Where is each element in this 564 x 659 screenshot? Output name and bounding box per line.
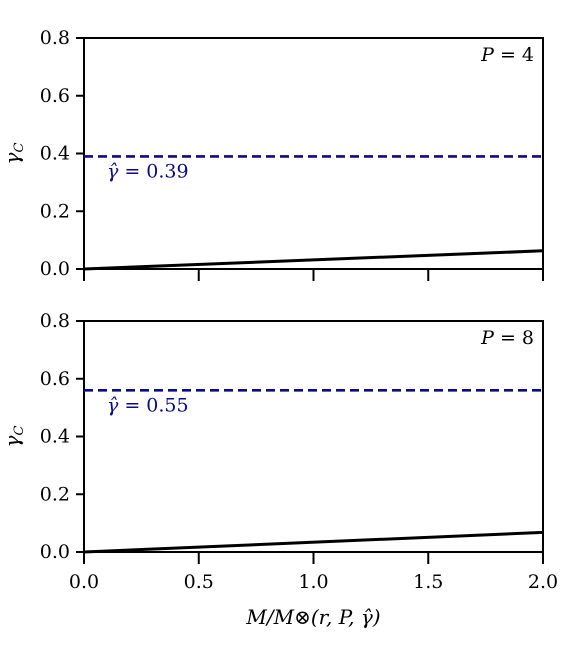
bottom-panel: 0.0 0.2 0.4 0.6 0.8 0.0 0.5 1.0 1.5 2.0 γ̂ = 0.55 P… xyxy=(0,310,558,629)
y-tick-label: 0.0 xyxy=(40,258,70,280)
y-tick-label: 0.2 xyxy=(40,200,70,222)
y-tick-label: 0.6 xyxy=(40,368,70,390)
y-tick-label: 0.4 xyxy=(40,426,70,448)
x-axis-label: M/M⊗(r, P, γ̂) xyxy=(245,605,380,629)
y-tick-label: 0.8 xyxy=(40,27,70,49)
y-axis-label: γC xyxy=(0,426,27,448)
y-tick-label: 0.0 xyxy=(40,541,70,563)
x-tick-label: 0.5 xyxy=(184,571,214,593)
gamma-c-curve xyxy=(83,249,544,271)
y-tick-label: 0.8 xyxy=(40,310,70,332)
x-tick-label: 1.5 xyxy=(413,571,443,593)
y-tick-label: 0.6 xyxy=(40,85,70,107)
x-tick-label: 1.0 xyxy=(298,571,328,593)
gamma-hat-label: γ̂ = 0.55 xyxy=(107,394,189,416)
panel-annotation: P = 4 xyxy=(480,44,534,66)
panel-annotation: P = 8 xyxy=(480,327,534,349)
x-tick-label: 2.0 xyxy=(528,571,558,593)
top-panel: 0.0 0.2 0.4 0.6 0.8 γ̂ = 0.39 P = 4 γC xyxy=(0,27,544,281)
x-tick-label: 0.0 xyxy=(69,571,99,593)
gamma-hat-label: γ̂ = 0.39 xyxy=(107,160,189,182)
y-tick-label: 0.4 xyxy=(40,143,70,165)
gamma-c-curve xyxy=(83,530,544,554)
axes-frame xyxy=(83,37,544,270)
axes-frame xyxy=(83,320,544,553)
y-tick-label: 0.2 xyxy=(40,483,70,505)
y-axis-label: γC xyxy=(0,143,27,165)
